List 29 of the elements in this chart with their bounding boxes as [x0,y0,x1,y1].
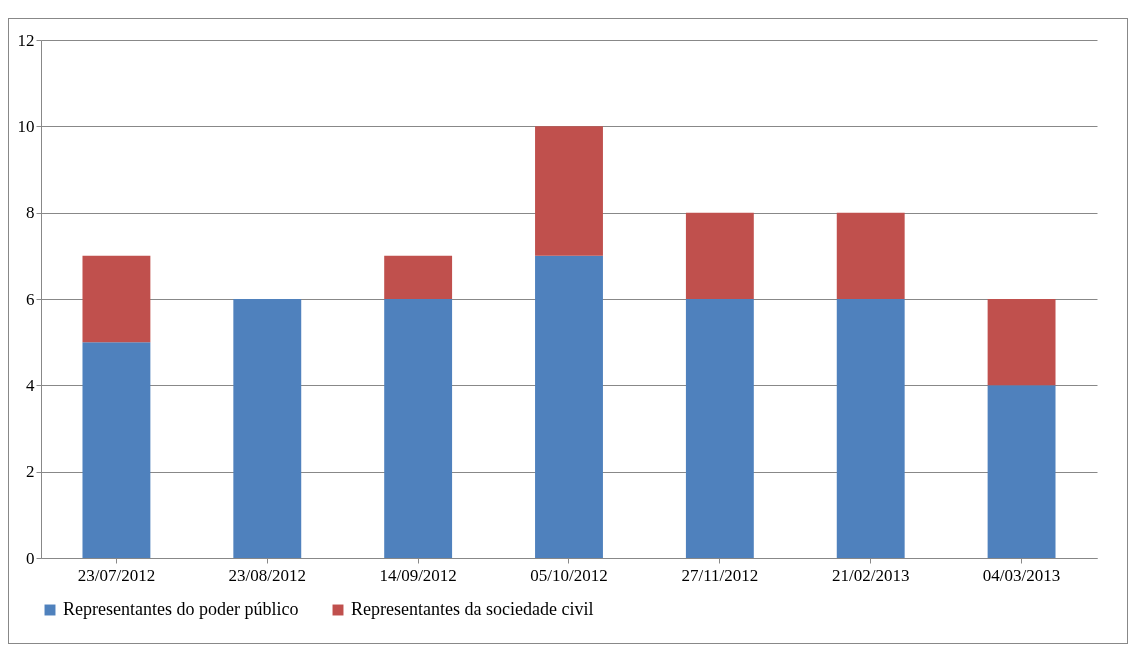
bar [685,299,754,558]
bar [384,299,453,558]
bar [685,212,754,299]
y-tick-label: 6 [26,289,35,309]
legend-label: Representantes da sociedade civil [351,599,594,619]
x-tick-label: 23/07/2012 [77,565,156,585]
x-tick-label: 21/02/2013 [831,565,910,585]
bar [836,299,905,558]
y-tick-label: 8 [26,203,35,223]
legend-label: Representantes do poder público [63,599,299,619]
bar [384,255,453,299]
x-tick-label: 14/09/2012 [379,565,457,585]
y-tick-label: 4 [26,375,35,395]
bar [535,126,603,256]
x-tick-label: 27/11/2012 [681,565,759,585]
y-tick-label: 0 [26,548,35,568]
x-tick-label: 23/08/2012 [228,565,307,585]
bar [987,385,1056,558]
x-tick-label: 05/10/2012 [530,565,608,585]
bar [987,299,1056,386]
bar [836,212,905,299]
bar [535,255,603,558]
bar [82,342,151,558]
bar [233,299,302,558]
y-tick-label: 2 [26,462,35,482]
bar [82,255,151,343]
y-tick-label: 12 [17,30,35,50]
x-tick-label: 04/03/2013 [982,565,1061,585]
y-tick-label: 10 [17,116,35,136]
